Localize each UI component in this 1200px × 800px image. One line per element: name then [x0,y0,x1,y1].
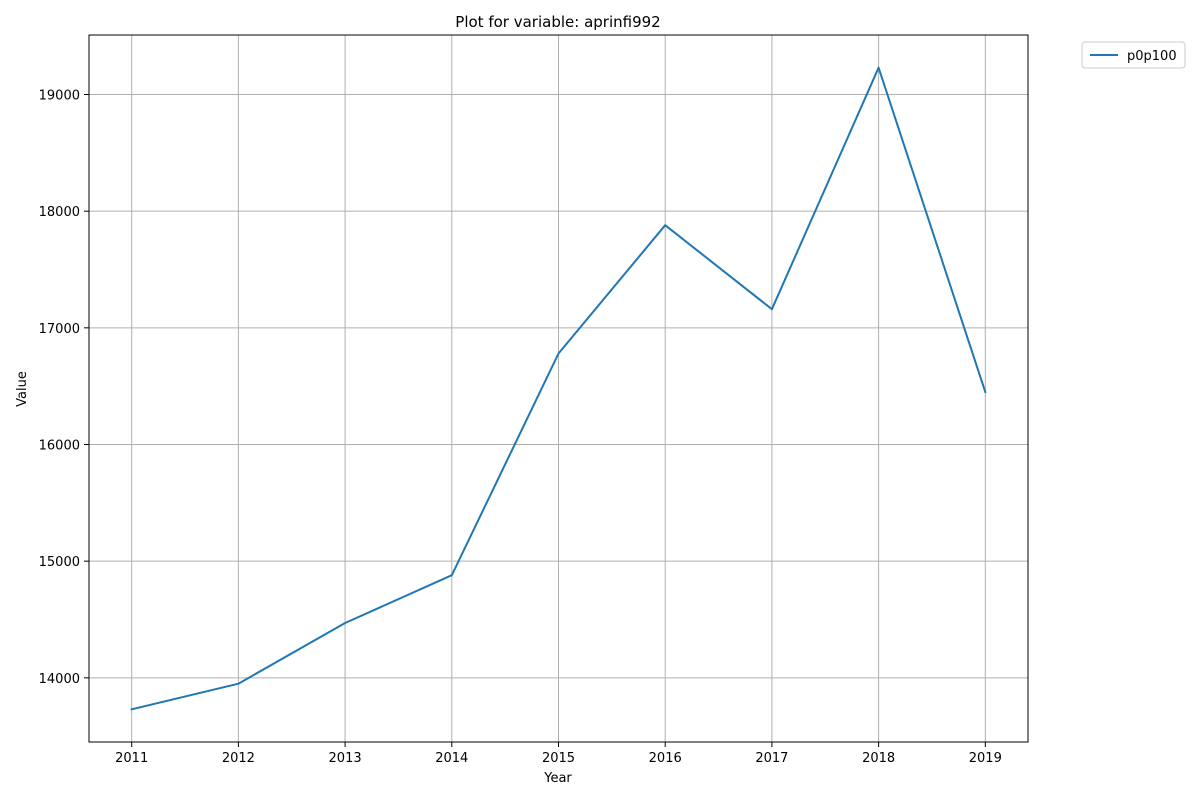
y-axis-label: Value [15,371,30,407]
chart-title: Plot for variable: aprinfi992 [455,13,660,31]
y-tick-label: 18000 [39,205,80,220]
y-tick-label: 16000 [39,439,80,454]
y-tick-label: 15000 [39,555,80,570]
x-tick-label: 2011 [115,751,148,766]
x-tick-label: 2013 [329,751,362,766]
y-tick-label: 19000 [39,89,80,104]
y-axis-ticks: 14000 15000 16000 17000 18000 19000 [39,89,89,687]
y-tick-label: 17000 [39,322,80,337]
x-tick-label: 2018 [862,751,895,766]
x-tick-label: 2017 [755,751,788,766]
x-tick-label: 2012 [222,751,255,766]
x-tick-label: 2014 [435,751,468,766]
series-lines [130,66,987,711]
legend-frame [1081,41,1186,69]
y-tick-label: 14000 [39,672,80,687]
x-tick-label: 2015 [542,751,575,766]
grid-lines [89,35,1028,742]
x-axis-ticks: 2011 2012 2013 2014 2015 2016 2017 2018 2019 [115,742,1002,766]
x-tick-label: 2019 [969,751,1002,766]
x-axis-label: Year [543,771,572,786]
x-tick-label: 2016 [649,751,682,766]
legend: p0p100 [1081,41,1186,69]
legend-label-p0p100: p0p100 [1127,49,1177,64]
